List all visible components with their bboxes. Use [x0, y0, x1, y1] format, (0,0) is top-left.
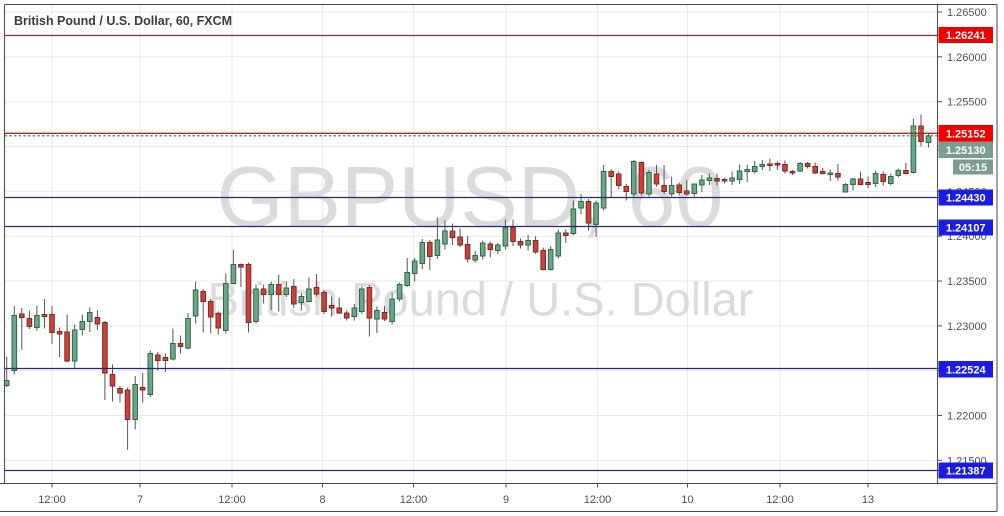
svg-text:12:00: 12:00 — [218, 494, 246, 506]
svg-text:05:15: 05:15 — [959, 162, 987, 174]
svg-text:1.23500: 1.23500 — [947, 276, 987, 288]
svg-text:1.25130: 1.25130 — [946, 145, 986, 157]
svg-text:1.26241: 1.26241 — [946, 30, 986, 42]
svg-text:1.24107: 1.24107 — [946, 223, 986, 235]
svg-text:12:00: 12:00 — [584, 494, 612, 506]
svg-text:12:00: 12:00 — [38, 494, 66, 506]
svg-text:1.24430: 1.24430 — [946, 193, 986, 205]
svg-text:1.22524: 1.22524 — [946, 364, 987, 376]
svg-text:12:00: 12:00 — [766, 494, 794, 506]
svg-text:8: 8 — [319, 494, 325, 506]
svg-text:1.21387: 1.21387 — [946, 466, 986, 478]
svg-text:British Pound / U.S. Dollar, 6: British Pound / U.S. Dollar, 60, FXCM — [14, 14, 232, 28]
svg-text:1.25152: 1.25152 — [946, 128, 986, 140]
svg-text:British Pound / U.S. Dollar: British Pound / U.S. Dollar — [208, 273, 754, 326]
svg-text:1.22000: 1.22000 — [947, 411, 987, 423]
svg-text:1.26000: 1.26000 — [947, 52, 987, 64]
svg-text:1.25500: 1.25500 — [947, 97, 987, 109]
svg-text:12:00: 12:00 — [400, 494, 428, 506]
svg-text:13: 13 — [862, 494, 874, 506]
svg-text:10: 10 — [681, 494, 693, 506]
svg-text:1.23000: 1.23000 — [947, 321, 987, 333]
svg-text:9: 9 — [503, 494, 509, 506]
svg-text:7: 7 — [137, 494, 143, 506]
svg-text:1.26500: 1.26500 — [947, 7, 987, 19]
